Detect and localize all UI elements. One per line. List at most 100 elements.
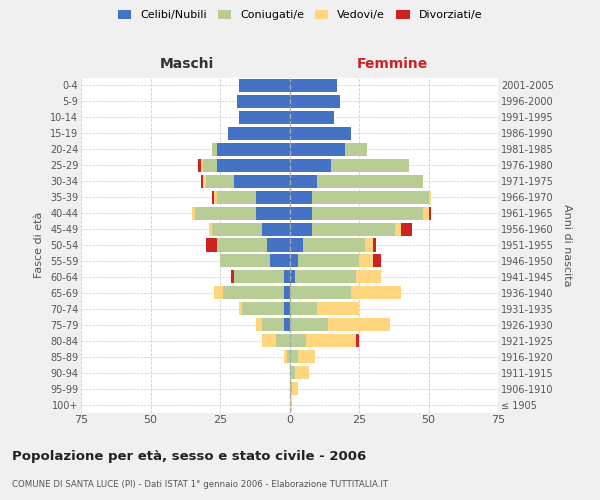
Bar <box>295 366 309 379</box>
Bar <box>270 254 290 268</box>
Bar <box>195 206 256 220</box>
Bar <box>284 318 290 332</box>
Bar <box>290 174 317 188</box>
Bar <box>345 142 367 156</box>
Bar <box>356 334 359 347</box>
Bar <box>290 254 298 268</box>
Bar <box>290 366 295 379</box>
Bar <box>373 254 381 268</box>
Bar <box>284 302 290 316</box>
Bar <box>306 334 356 347</box>
Bar <box>214 286 223 300</box>
Bar <box>312 222 395 235</box>
Bar <box>359 254 373 268</box>
Bar <box>284 350 287 363</box>
Bar <box>242 302 284 316</box>
Bar <box>295 270 356 283</box>
Bar <box>203 174 206 188</box>
Bar <box>217 158 290 172</box>
Bar <box>284 270 290 283</box>
Bar <box>290 79 337 92</box>
Legend: Celibi/Nubili, Coniugati/e, Vedovi/e, Divorziati/e: Celibi/Nubili, Coniugati/e, Vedovi/e, Di… <box>113 6 487 25</box>
Bar <box>317 302 359 316</box>
Bar <box>206 174 234 188</box>
Bar <box>312 190 428 203</box>
Bar <box>290 222 312 235</box>
Text: Maschi: Maschi <box>160 57 214 71</box>
Bar <box>350 286 401 300</box>
Bar <box>373 238 376 252</box>
Bar <box>200 174 203 188</box>
Bar <box>239 79 290 92</box>
Bar <box>290 127 350 140</box>
Y-axis label: Anni di nascita: Anni di nascita <box>562 204 572 286</box>
Bar <box>198 158 200 172</box>
Bar <box>395 222 401 235</box>
Bar <box>231 270 234 283</box>
Bar <box>290 238 304 252</box>
Text: COMUNE DI SANTA LUCE (PI) - Dati ISTAT 1° gennaio 2006 - Elaborazione TUTTITALIA: COMUNE DI SANTA LUCE (PI) - Dati ISTAT 1… <box>12 480 388 489</box>
Bar <box>192 206 195 220</box>
Bar <box>290 334 306 347</box>
Bar <box>290 318 328 332</box>
Bar <box>312 206 423 220</box>
Bar <box>256 190 290 203</box>
Bar <box>256 206 290 220</box>
Bar <box>234 270 284 283</box>
Bar <box>214 190 217 203</box>
Text: Femmine: Femmine <box>357 57 428 71</box>
Bar <box>239 302 242 316</box>
Bar <box>217 238 267 252</box>
Bar <box>203 158 217 172</box>
Bar <box>220 254 270 268</box>
Bar <box>290 111 334 124</box>
Bar <box>217 142 290 156</box>
Bar <box>298 350 314 363</box>
Bar <box>239 111 290 124</box>
Bar <box>290 158 331 172</box>
Bar <box>423 206 428 220</box>
Bar <box>428 206 431 220</box>
Bar <box>223 286 284 300</box>
Bar <box>287 350 290 363</box>
Y-axis label: Fasce di età: Fasce di età <box>34 212 44 278</box>
Bar <box>212 142 217 156</box>
Bar <box>217 190 256 203</box>
Bar <box>290 350 298 363</box>
Bar <box>284 286 290 300</box>
Bar <box>229 127 290 140</box>
Bar <box>256 318 262 332</box>
Bar <box>262 318 284 332</box>
Bar <box>290 398 292 411</box>
Bar <box>290 206 312 220</box>
Text: Popolazione per età, sesso e stato civile - 2006: Popolazione per età, sesso e stato civil… <box>12 450 366 463</box>
Bar <box>234 174 290 188</box>
Bar <box>206 238 217 252</box>
Bar <box>200 158 203 172</box>
Bar <box>298 254 359 268</box>
Bar <box>290 382 292 395</box>
Bar <box>290 190 312 203</box>
Bar <box>290 286 350 300</box>
Bar <box>212 190 214 203</box>
Bar <box>292 382 298 395</box>
Bar <box>304 238 365 252</box>
Bar <box>428 190 431 203</box>
Bar <box>290 270 295 283</box>
Bar <box>209 222 212 235</box>
Bar <box>317 174 423 188</box>
Bar <box>401 222 412 235</box>
Bar <box>290 302 317 316</box>
Bar <box>262 334 275 347</box>
Bar <box>267 238 290 252</box>
Bar <box>262 222 290 235</box>
Bar <box>365 238 373 252</box>
Bar <box>275 334 290 347</box>
Bar <box>290 142 345 156</box>
Bar <box>356 270 381 283</box>
Bar <box>236 95 290 108</box>
Bar <box>212 222 262 235</box>
Bar <box>331 158 409 172</box>
Bar <box>290 95 340 108</box>
Bar <box>328 318 389 332</box>
